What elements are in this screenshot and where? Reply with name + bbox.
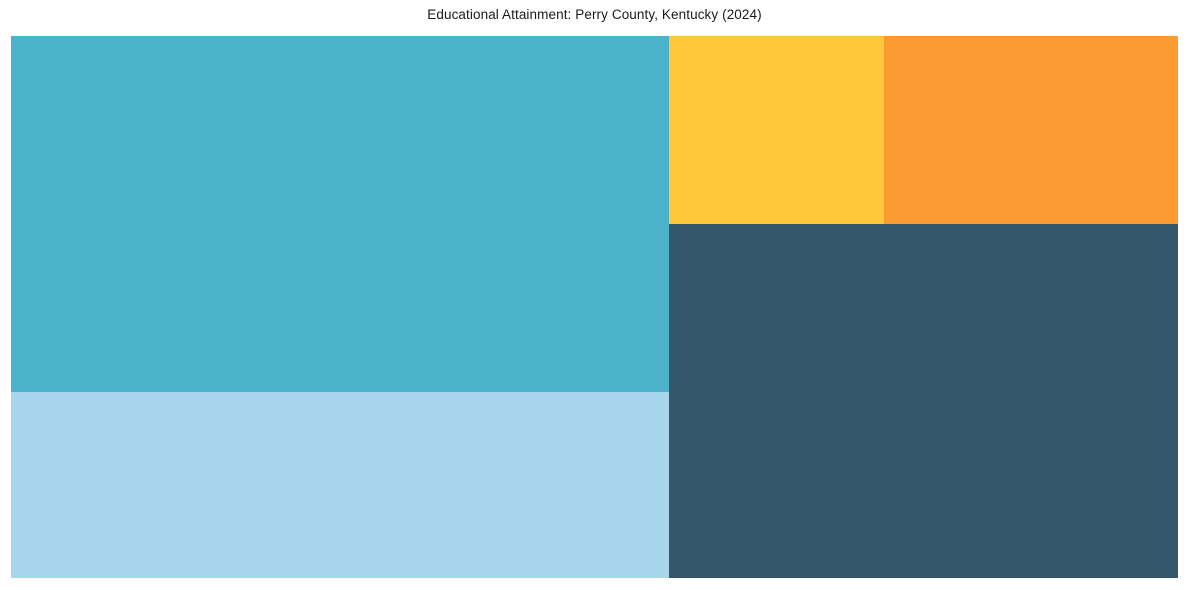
chart-title: Educational Attainment: Perry County, Ke… [427,7,762,22]
treemap-tile[interactable]: High school graduate (includes equivalen… [11,36,669,392]
treemap-tile[interactable]: Associate's degree [669,36,884,224]
treemap-tile[interactable]: Bachelor's degree or higher [669,224,1178,578]
treemap-plot-area: High school graduate (includes equivalen… [11,36,1178,578]
treemap-tile[interactable]: Less than high school diploma [884,36,1178,224]
treemap-tile[interactable]: Some college, no degree [11,392,669,578]
